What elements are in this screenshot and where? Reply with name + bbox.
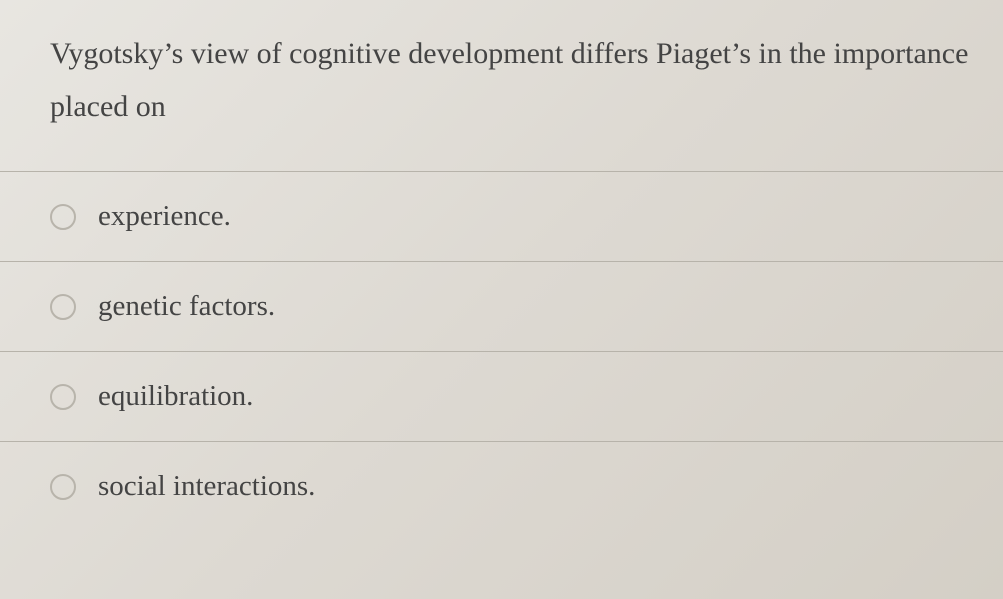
radio-button[interactable] [50, 294, 76, 320]
option-row[interactable]: equilibration. [0, 351, 1003, 441]
option-row[interactable]: experience. [0, 171, 1003, 261]
radio-button[interactable] [50, 204, 76, 230]
question-stem: Vygotsky’s view of cognitive development… [0, 28, 1003, 133]
options-group: experience. genetic factors. equilibrati… [0, 171, 1003, 531]
option-label[interactable]: experience. [98, 200, 231, 233]
option-row[interactable]: social interactions. [0, 441, 1003, 531]
radio-button[interactable] [50, 474, 76, 500]
option-label[interactable]: equilibration. [98, 380, 253, 413]
radio-button[interactable] [50, 384, 76, 410]
option-label[interactable]: social interactions. [98, 470, 315, 503]
option-row[interactable]: genetic factors. [0, 261, 1003, 351]
option-label[interactable]: genetic factors. [98, 290, 275, 323]
